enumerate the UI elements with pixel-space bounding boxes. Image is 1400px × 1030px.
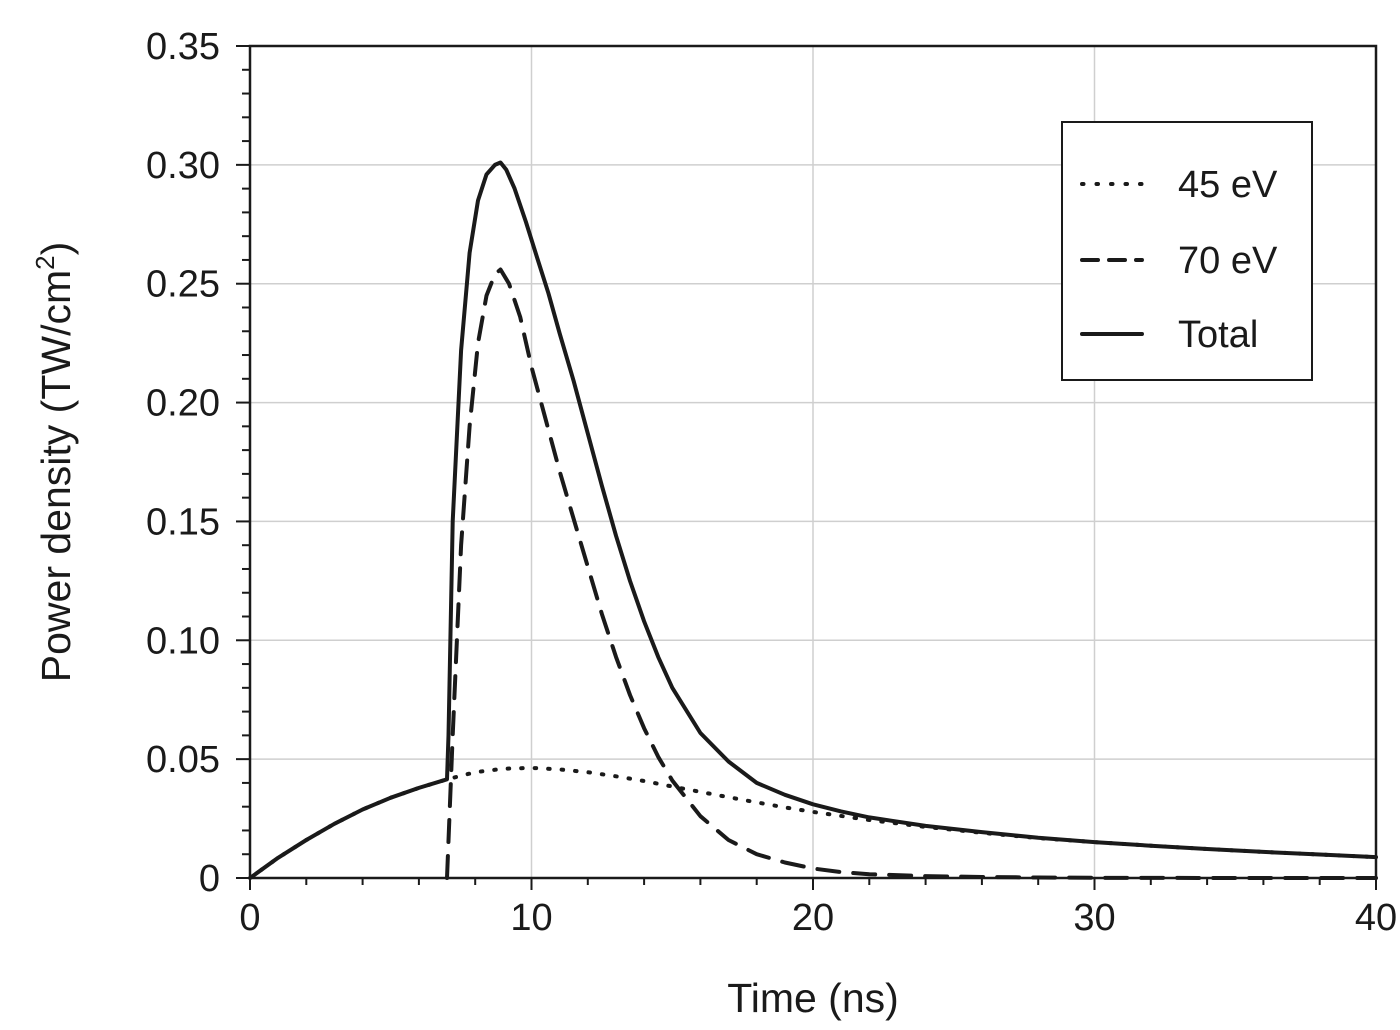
y-axis-title: Power density (TW/cm2)	[30, 242, 79, 682]
x-tick-label: 0	[239, 897, 260, 939]
x-tick-label: 20	[792, 897, 834, 939]
y-tick-label: 0.15	[146, 501, 220, 543]
x-tick-label: 30	[1073, 897, 1115, 939]
y-axis-title-superscript: 2	[30, 255, 60, 269]
legend-label-70-ev: 70 eV	[1178, 240, 1278, 282]
x-tick-label: 10	[510, 897, 552, 939]
legend: 45 eV 70 eV Total	[1061, 121, 1313, 381]
legend-label-45-ev: 45 eV	[1178, 164, 1278, 206]
tick-labels: 0 10 20 30 40 0 0.05 0.10 0.15 0.20 0.25 0.30 0.35	[146, 26, 1397, 939]
axis-ticks	[236, 45, 1377, 890]
y-tick-label: 0.10	[146, 620, 220, 662]
y-tick-label: 0.05	[146, 739, 220, 781]
x-axis-title: Time (ns)	[727, 975, 899, 1021]
y-tick-label: 0	[199, 858, 220, 900]
y-tick-label: 0.30	[146, 145, 220, 187]
series-line-total	[248, 160, 1378, 880]
legend-box	[1061, 121, 1313, 381]
y-axis-title-main: Power density (TW/cm	[33, 270, 79, 682]
y-tick-label: 0.25	[146, 264, 220, 306]
y-tick-label: 0.20	[146, 383, 220, 425]
y-axis-title-close: )	[33, 242, 79, 256]
y-tick-label: 0.35	[146, 26, 220, 68]
x-tick-label: 40	[1355, 897, 1397, 939]
legend-label-total: Total	[1178, 314, 1258, 356]
series-lines	[248, 160, 1378, 880]
series-line-70-ev	[445, 267, 1378, 880]
